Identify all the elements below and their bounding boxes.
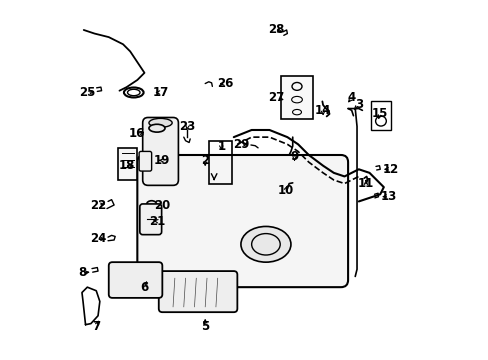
FancyBboxPatch shape <box>139 152 151 171</box>
Ellipse shape <box>241 226 290 262</box>
Text: 10: 10 <box>277 184 293 197</box>
Text: 25: 25 <box>79 86 95 99</box>
Text: 12: 12 <box>382 163 398 176</box>
Text: 1: 1 <box>217 140 225 153</box>
Text: 11: 11 <box>357 177 373 190</box>
Text: 15: 15 <box>371 107 387 120</box>
Text: 28: 28 <box>268 23 284 36</box>
Text: 17: 17 <box>152 86 168 99</box>
FancyBboxPatch shape <box>140 204 162 235</box>
Text: 2: 2 <box>201 154 209 167</box>
Text: 8: 8 <box>78 266 86 279</box>
Ellipse shape <box>149 124 164 132</box>
Text: 18: 18 <box>118 159 135 172</box>
Text: 3: 3 <box>354 99 362 112</box>
Text: 23: 23 <box>179 120 195 133</box>
Text: 26: 26 <box>216 77 233 90</box>
Text: 9: 9 <box>290 150 298 163</box>
Text: 14: 14 <box>314 104 330 117</box>
Bar <box>281 76 312 119</box>
FancyBboxPatch shape <box>159 271 237 312</box>
Text: 5: 5 <box>201 320 209 333</box>
Text: 29: 29 <box>232 138 248 151</box>
Text: 21: 21 <box>148 215 165 228</box>
Text: 20: 20 <box>154 198 170 212</box>
Bar <box>208 141 231 184</box>
Text: 24: 24 <box>90 233 106 246</box>
Text: 16: 16 <box>129 127 145 140</box>
FancyBboxPatch shape <box>108 262 162 298</box>
Ellipse shape <box>149 118 172 127</box>
Text: 6: 6 <box>140 281 148 294</box>
Bar <box>118 148 137 180</box>
FancyBboxPatch shape <box>137 155 347 287</box>
Ellipse shape <box>146 201 156 208</box>
Text: 27: 27 <box>268 91 284 104</box>
FancyBboxPatch shape <box>142 117 178 185</box>
Text: 13: 13 <box>380 190 396 203</box>
Bar <box>370 102 390 130</box>
Text: 22: 22 <box>90 198 106 212</box>
Text: 7: 7 <box>92 320 100 333</box>
Text: 4: 4 <box>347 91 355 104</box>
Text: 19: 19 <box>154 154 170 167</box>
